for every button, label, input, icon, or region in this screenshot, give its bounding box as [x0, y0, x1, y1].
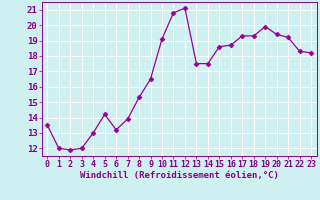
X-axis label: Windchill (Refroidissement éolien,°C): Windchill (Refroidissement éolien,°C) — [80, 171, 279, 180]
